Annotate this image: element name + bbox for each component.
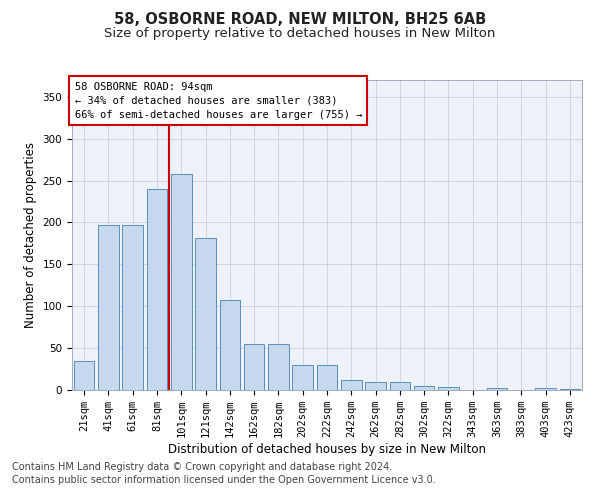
Bar bbox=[292, 365, 313, 390]
Bar bbox=[487, 388, 508, 390]
X-axis label: Distribution of detached houses by size in New Milton: Distribution of detached houses by size … bbox=[168, 443, 486, 456]
Bar bbox=[365, 382, 386, 390]
Bar bbox=[74, 360, 94, 390]
Text: Contains HM Land Registry data © Crown copyright and database right 2024.: Contains HM Land Registry data © Crown c… bbox=[12, 462, 392, 472]
Bar bbox=[535, 388, 556, 390]
Bar bbox=[122, 225, 143, 390]
Bar bbox=[195, 238, 216, 390]
Text: Contains public sector information licensed under the Open Government Licence v3: Contains public sector information licen… bbox=[12, 475, 436, 485]
Bar bbox=[98, 225, 119, 390]
Bar bbox=[220, 300, 240, 390]
Bar bbox=[317, 365, 337, 390]
Y-axis label: Number of detached properties: Number of detached properties bbox=[24, 142, 37, 328]
Bar bbox=[438, 388, 459, 390]
Bar bbox=[268, 344, 289, 390]
Bar bbox=[171, 174, 191, 390]
Text: Size of property relative to detached houses in New Milton: Size of property relative to detached ho… bbox=[104, 28, 496, 40]
Text: 58, OSBORNE ROAD, NEW MILTON, BH25 6AB: 58, OSBORNE ROAD, NEW MILTON, BH25 6AB bbox=[114, 12, 486, 28]
Bar bbox=[244, 344, 265, 390]
Bar bbox=[389, 382, 410, 390]
Bar bbox=[414, 386, 434, 390]
Bar bbox=[146, 189, 167, 390]
Text: 58 OSBORNE ROAD: 94sqm
← 34% of detached houses are smaller (383)
66% of semi-de: 58 OSBORNE ROAD: 94sqm ← 34% of detached… bbox=[74, 82, 362, 120]
Bar bbox=[560, 389, 580, 390]
Bar bbox=[341, 380, 362, 390]
